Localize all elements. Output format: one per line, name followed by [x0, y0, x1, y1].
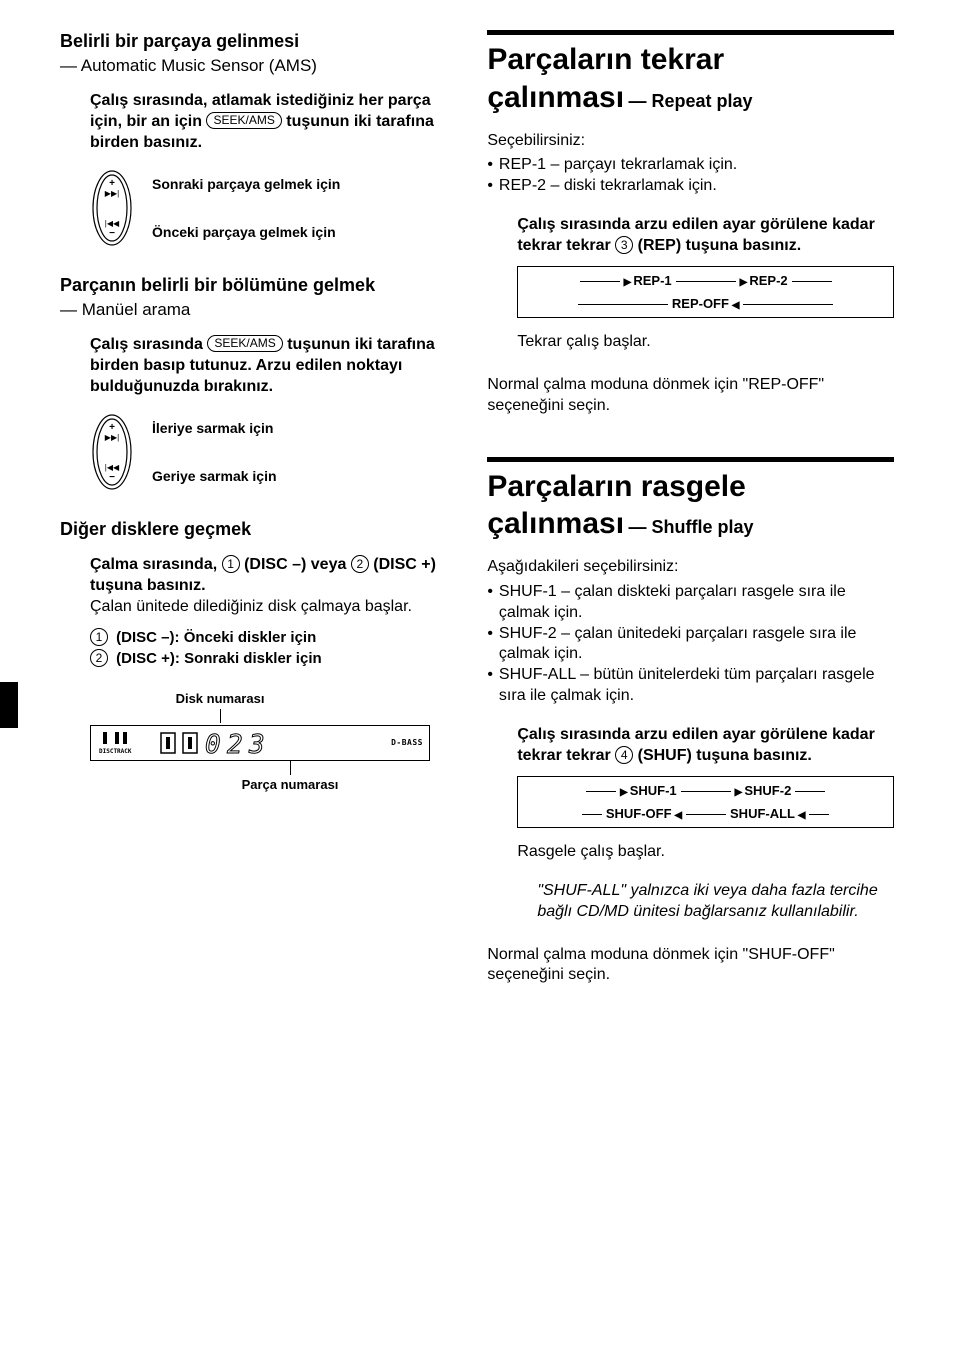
- shuf-off-label: SHUF-OFF: [606, 806, 682, 823]
- seek-ams-button-2: SEEK/AMS: [207, 335, 282, 351]
- repeat-lead: Seçebilirsiniz:: [487, 131, 894, 152]
- repeat-instruction: Çalış sırasında arzu edilen ayar görülen…: [517, 215, 894, 353]
- lcd-bars-icon: [159, 729, 199, 757]
- svg-text:3: 3: [248, 730, 265, 757]
- disk-number-callout: Disk numarası: [120, 691, 320, 724]
- svg-text:−: −: [109, 228, 115, 239]
- lcd-digits-icon: 0 2 3: [205, 729, 295, 757]
- next-track-label: Sonraki parçaya gelmek için: [152, 175, 340, 193]
- svg-text:▶▶|: ▶▶|: [105, 189, 119, 198]
- repeat-bullets: •REP-1 – parçayı tekrarlamak için. •REP-…: [487, 155, 894, 197]
- section-rule-2: [487, 457, 894, 462]
- rep-1-label: REP-1: [624, 273, 672, 290]
- disc-plus-line: 2 (DISC +): Sonraki diskler için: [90, 649, 447, 669]
- track-number-callout: Parça numarası: [200, 761, 380, 794]
- seek-control-illustration-2: + ▶▶| |◀◀ − İleriye sarmak için Geriye s…: [90, 412, 447, 492]
- rep-off-label: REP-OFF: [672, 296, 740, 313]
- circled-1: 1: [222, 555, 240, 573]
- shuffle-instr-b: (SHUF) tuşuna basınız.: [638, 747, 812, 764]
- repeat-normal: Normal çalma moduna dönmek için "REP-OFF…: [487, 375, 894, 417]
- svg-text:DISCTRACK: DISCTRACK: [99, 748, 132, 755]
- rewind-label: Geriye sarmak için: [152, 467, 277, 485]
- disc-minus-line: 1 (DISC –): Önceki diskler için: [90, 628, 447, 648]
- page-tab-marker: [0, 682, 18, 728]
- veya: veya: [311, 556, 347, 573]
- prev-track-label: Önceki parçaya gelmek için: [152, 223, 340, 241]
- shuf-1-label: SHUF-1: [620, 783, 677, 800]
- shuffle-instruction: Çalış sırasında arzu edilen ayar görülen…: [517, 725, 894, 923]
- circled-2: 2: [351, 555, 369, 573]
- shuffle-subtitle: — Shuffle play: [629, 517, 754, 537]
- sec1-instruction: Çalış sırasında, atlamak istediğiniz her…: [90, 91, 447, 153]
- repeat-after: Tekrar çalış başlar.: [517, 332, 894, 353]
- svg-text:2: 2: [227, 730, 243, 757]
- disc-plus-text: Sonraki diskler için: [184, 650, 322, 667]
- shuf-all-label: SHUF-ALL: [730, 806, 805, 823]
- svg-text:0: 0: [205, 730, 221, 757]
- shuffle-title-a: Parçaların rasgele: [487, 470, 894, 505]
- repeat-flow-diagram: REP-1 REP-2 REP-OFF: [517, 266, 894, 318]
- repeat-title-b: çalınması: [487, 81, 624, 114]
- lcd-display: DISCTRACK 0 2 3: [90, 725, 430, 761]
- disk-number-label: Disk numarası: [120, 691, 320, 708]
- svg-text:−: −: [109, 472, 115, 483]
- sec2-title: Parçanın belirli bir bölümüne gelmek: [60, 274, 447, 297]
- sec2-instr-a: Çalış sırasında: [90, 336, 203, 353]
- circled-1b: 1: [90, 628, 108, 646]
- seek-control-illustration: + ▶▶| |◀◀ − Sonraki parçaya gelmek için …: [90, 168, 447, 248]
- shuffle-note: "SHUF-ALL" yalnızca iki veya daha fazla …: [537, 881, 894, 923]
- lcd-disctrack-icon: DISCTRACK: [97, 729, 153, 757]
- repeat-subtitle: — Repeat play: [629, 91, 753, 111]
- circled-2b: 2: [90, 649, 108, 667]
- track-number-label: Parça numarası: [200, 777, 380, 794]
- sec3-instruction: Çalma sırasında, 1 (DISC –) veya 2 (DISC…: [90, 555, 447, 617]
- sec2-instruction: Çalış sırasında SEEK/AMS tuşunun iki tar…: [90, 335, 447, 397]
- shuffle-title-b: çalınması: [487, 507, 624, 540]
- shuffle-b3: SHUF-ALL – bütün ünitelerdeki tüm parçal…: [499, 665, 894, 707]
- disc-minus-text: Önceki diskler için: [184, 629, 317, 646]
- repeat-title-a: Parçaların tekrar: [487, 43, 894, 78]
- left-column: Belirli bir parçaya gelinmesi — Automati…: [60, 30, 447, 986]
- seek-rocker-icon: + ▶▶| |◀◀ −: [90, 168, 134, 248]
- shuffle-b2: SHUF-2 – çalan ünitedeki parçaları rasge…: [499, 624, 894, 666]
- repeat-b2: REP-2 – diski tekrarlamak için.: [499, 176, 717, 197]
- fast-forward-label: İleriye sarmak için: [152, 419, 277, 437]
- shuffle-flow-diagram: SHUF-1 SHUF-2 SHUF-OFF SHUF-ALL: [517, 776, 894, 828]
- shuffle-after: Rasgele çalış başlar.: [517, 842, 894, 863]
- shuffle-bullets: •SHUF-1 – çalan diskteki parçaları rasge…: [487, 582, 894, 707]
- sec1-subtitle: — Automatic Music Sensor (AMS): [60, 55, 447, 77]
- circled-4: 4: [615, 746, 633, 764]
- page-columns: Belirli bir parçaya gelinmesi — Automati…: [60, 30, 894, 986]
- sec1-title: Belirli bir parçaya gelinmesi: [60, 30, 447, 53]
- repeat-instr-b: (REP) tuşuna basınız.: [638, 237, 802, 254]
- circled-3: 3: [615, 236, 633, 254]
- repeat-b1: REP-1 – parçayı tekrarlamak için.: [499, 155, 737, 176]
- shuffle-lead: Aşağıdakileri seçebilirsiniz:: [487, 557, 894, 578]
- disc-minus-label: (DISC –):: [116, 629, 179, 646]
- svg-text:+: +: [109, 422, 115, 433]
- sec2-subtitle: — Manüel arama: [60, 299, 447, 321]
- seek-ams-button: SEEK/AMS: [206, 112, 281, 128]
- svg-text:+: +: [109, 178, 115, 189]
- svg-text:▶▶|: ▶▶|: [105, 433, 119, 442]
- sec3-instr-b: Çalan ünitede dilediğiniz disk çalmaya b…: [90, 598, 412, 615]
- shuffle-normal: Normal çalma moduna dönmek için "SHUF-OF…: [487, 945, 894, 987]
- section-rule-1: [487, 30, 894, 35]
- sec3-instr-a: Çalma sırasında,: [90, 556, 217, 573]
- seek-rocker-icon-2: + ▶▶| |◀◀ −: [90, 412, 134, 492]
- svg-text:|◀◀: |◀◀: [105, 219, 120, 228]
- disc-plus-label: (DISC +):: [116, 650, 180, 667]
- rep-2-label: REP-2: [740, 273, 788, 290]
- shuf-2-label: SHUF-2: [735, 783, 792, 800]
- svg-text:|◀◀: |◀◀: [105, 463, 120, 472]
- sec3-title: Diğer disklere geçmek: [60, 518, 447, 541]
- shuffle-b1: SHUF-1 – çalan diskteki parçaları rasgel…: [499, 582, 894, 624]
- lcd-dbass-label: D-BASS: [391, 738, 423, 748]
- disc-minus: (DISC –): [244, 556, 306, 573]
- right-column: Parçaların tekrar çalınması — Repeat pla…: [487, 30, 894, 986]
